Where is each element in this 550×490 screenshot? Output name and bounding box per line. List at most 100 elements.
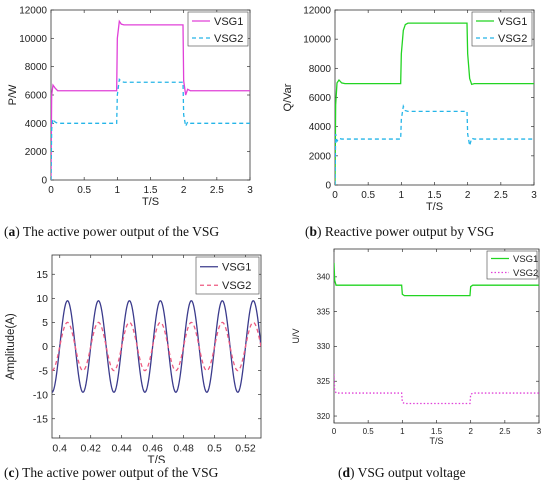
caption-c-letter: c [8, 465, 15, 480]
caption-c-text: The active power output of the VSG [22, 465, 219, 480]
legend-label-c0-vsg2: VSG2 [214, 33, 243, 45]
y-tick-label-c0-5: 10000 [19, 34, 47, 45]
x-tick-label-c3-1: 0.5 [363, 427, 375, 436]
caption-d-text: VSG output voltage [357, 465, 466, 480]
y-tick-label-c2-1: -10 [33, 389, 48, 401]
y-tick-label-c0-6: 12000 [19, 6, 47, 17]
caption-a-text: The active power output of the VSG [22, 224, 220, 239]
x-axis-label-c0: T/S [142, 196, 159, 208]
series-line-c1-vsg1 [335, 22, 534, 185]
legend-label-c1-vsg2: VSG2 [498, 33, 527, 45]
chart-d: 0 0.5 1 1.5 2 2.5 3 320 325 330 335 340 T/S U/V VSG1 VS… [291, 248, 542, 446]
caption-b-text: Reactive power output by VSG [324, 224, 495, 239]
chart-panel-c: 0.4 0.42 0.44 0.46 0.48 0.5 0.52 -15 -10 -5 0 5 10 15… [0, 243, 275, 468]
caption-b-open: ( [305, 224, 310, 239]
y-tick-label-c0-3: 6000 [25, 91, 48, 102]
x-tick-label-c1-2: 1 [399, 190, 405, 201]
y-tick-label-c2-4: 5 [42, 317, 48, 329]
y-tick-label-c1-5: 10000 [303, 35, 331, 46]
caption-a-open: ( [4, 224, 9, 239]
legend-box-c2 [195, 256, 260, 295]
x-tick-label-c0-1: 0.5 [77, 185, 91, 196]
x-tick-label-c3-6: 3 [537, 427, 542, 436]
y-tick-label-c1-2: 4000 [309, 122, 332, 133]
caption-d-close: ) [350, 465, 358, 480]
x-tick-label-c0-4: 2 [181, 185, 187, 196]
y-tick-label-c2-6: 15 [36, 269, 48, 281]
x-tick-label-c0-2: 1 [115, 185, 121, 196]
x-tick-label-c0-6: 3 [247, 185, 253, 196]
y-tick-label-c1-1: 2000 [309, 151, 332, 162]
x-tick-label-c3-2: 1 [400, 427, 405, 436]
caption-a-letter: a [8, 224, 16, 239]
legend-label-c0-vsg1: VSG1 [214, 16, 243, 28]
caption-a: (a) The active power output of the VSG [4, 224, 219, 240]
series-line-c3-vsg1 [334, 262, 539, 297]
x-tick-label-c2-6: 0.52 [235, 443, 256, 455]
caption-b: (b) Reactive power output by VSG [305, 224, 494, 240]
y-tick-label-c1-4: 8000 [309, 64, 332, 75]
y-tick-label-c2-5: 10 [36, 293, 48, 305]
x-tick-label-c1-1: 0.5 [361, 190, 375, 201]
x-tick-label-c1-5: 2.5 [494, 190, 508, 201]
y-tick-label-c0-2: 4000 [25, 119, 48, 130]
y-tick-label-c0-4: 8000 [25, 62, 48, 73]
legend-box-c3 [486, 250, 538, 280]
series-line-c2-vsg1 [52, 300, 261, 393]
chart-panel-d: 0 0.5 1 1.5 2 2.5 3 320 325 330 335 340 T/S U/V VSG1 VS… [275, 243, 550, 468]
caption-d: (d) VSG output voltage [338, 465, 466, 481]
x-tick-label-c1-0: 0 [332, 190, 338, 201]
x-tick-label-c2-4: 0.48 [173, 443, 194, 455]
y-tick-label-c3-3: 335 [317, 307, 331, 316]
y-tick-label-c0-1: 2000 [25, 147, 48, 158]
legend-label-c2-vsg2: VSG2 [222, 280, 251, 292]
x-axis-label-c1: T/S [426, 201, 443, 213]
y-tick-label-c1-6: 12000 [303, 6, 331, 17]
x-tick-label-c3-0: 0 [332, 427, 337, 436]
y-tick-label-c2-2: -5 [39, 365, 48, 377]
legend-label-c3-vsg2: VSG2 [513, 268, 538, 279]
caption-c: (c) The active power output of the VSG [4, 465, 218, 481]
legend-box-c1 [471, 11, 533, 47]
legend-label-c2-vsg1: VSG1 [222, 262, 251, 274]
y-tick-label-c3-4: 340 [317, 273, 331, 282]
chart-panel-b: 0 0.5 1 1.5 2 2.5 3 0 2000 4000 6000 8000 10000 12000… [275, 0, 550, 230]
series-line-c2-vsg2 [52, 321, 261, 372]
x-tick-label-c2-1: 0.42 [80, 443, 101, 455]
caption-b-letter: b [309, 224, 318, 239]
caption-d-open: ( [338, 465, 343, 480]
y-axis-label-c1: Q/Var [282, 83, 294, 111]
series-line-c0-vsg2 [51, 77, 250, 180]
x-tick-label-c0-5: 2.5 [210, 185, 224, 196]
x-axis-label-c3: T/S [429, 436, 443, 446]
x-tick-label-c3-5: 2.5 [499, 427, 511, 436]
x-tick-label-c2-0: 0.4 [52, 443, 67, 455]
caption-d-letter: d [342, 465, 351, 480]
y-tick-label-c1-0: 0 [325, 181, 331, 192]
chart-c: 0.4 0.42 0.44 0.46 0.48 0.5 0.52 -15 -10 -5 0 5 10 15… [5, 254, 262, 467]
legend-box-c0 [187, 11, 249, 47]
chart-panel-a: 0 0.5 1 1.5 2 2.5 3 0 2000 4000 6000 8000 10000 12000… [0, 0, 275, 230]
legend-label-c1-vsg1: VSG1 [498, 16, 527, 28]
x-tick-label-c0-3: 1.5 [144, 185, 158, 196]
caption-c-close: ) [14, 465, 23, 480]
caption-a-close: ) [15, 224, 23, 239]
x-tick-label-c1-6: 3 [531, 190, 537, 201]
caption-b-close: ) [317, 224, 325, 239]
x-tick-label-c1-4: 2 [465, 190, 471, 201]
x-tick-label-c3-4: 2 [468, 427, 473, 436]
x-tick-label-c3-3: 1.5 [431, 427, 443, 436]
x-tick-label-c2-5: 0.5 [207, 443, 222, 455]
y-tick-label-c1-3: 6000 [309, 93, 332, 104]
y-tick-label-c3-0: 320 [317, 412, 331, 421]
y-tick-label-c3-2: 330 [317, 342, 331, 351]
caption-c-open: ( [4, 465, 9, 480]
x-tick-label-c2-2: 0.44 [111, 443, 132, 455]
y-tick-label-c0-0: 0 [41, 176, 47, 187]
x-tick-label-c1-3: 1.5 [428, 190, 442, 201]
chart-a: 0 0.5 1 1.5 2 2.5 3 0 2000 4000 6000 8000 10000 12000… [7, 6, 253, 209]
legend-label-c3-vsg1: VSG1 [513, 254, 538, 265]
x-tick-label-c0-0: 0 [48, 185, 54, 196]
x-axis-label-c2: T/S [148, 455, 166, 463]
chart-b: 0 0.5 1 1.5 2 2.5 3 0 2000 4000 6000 8000 10000 12000… [282, 6, 537, 214]
